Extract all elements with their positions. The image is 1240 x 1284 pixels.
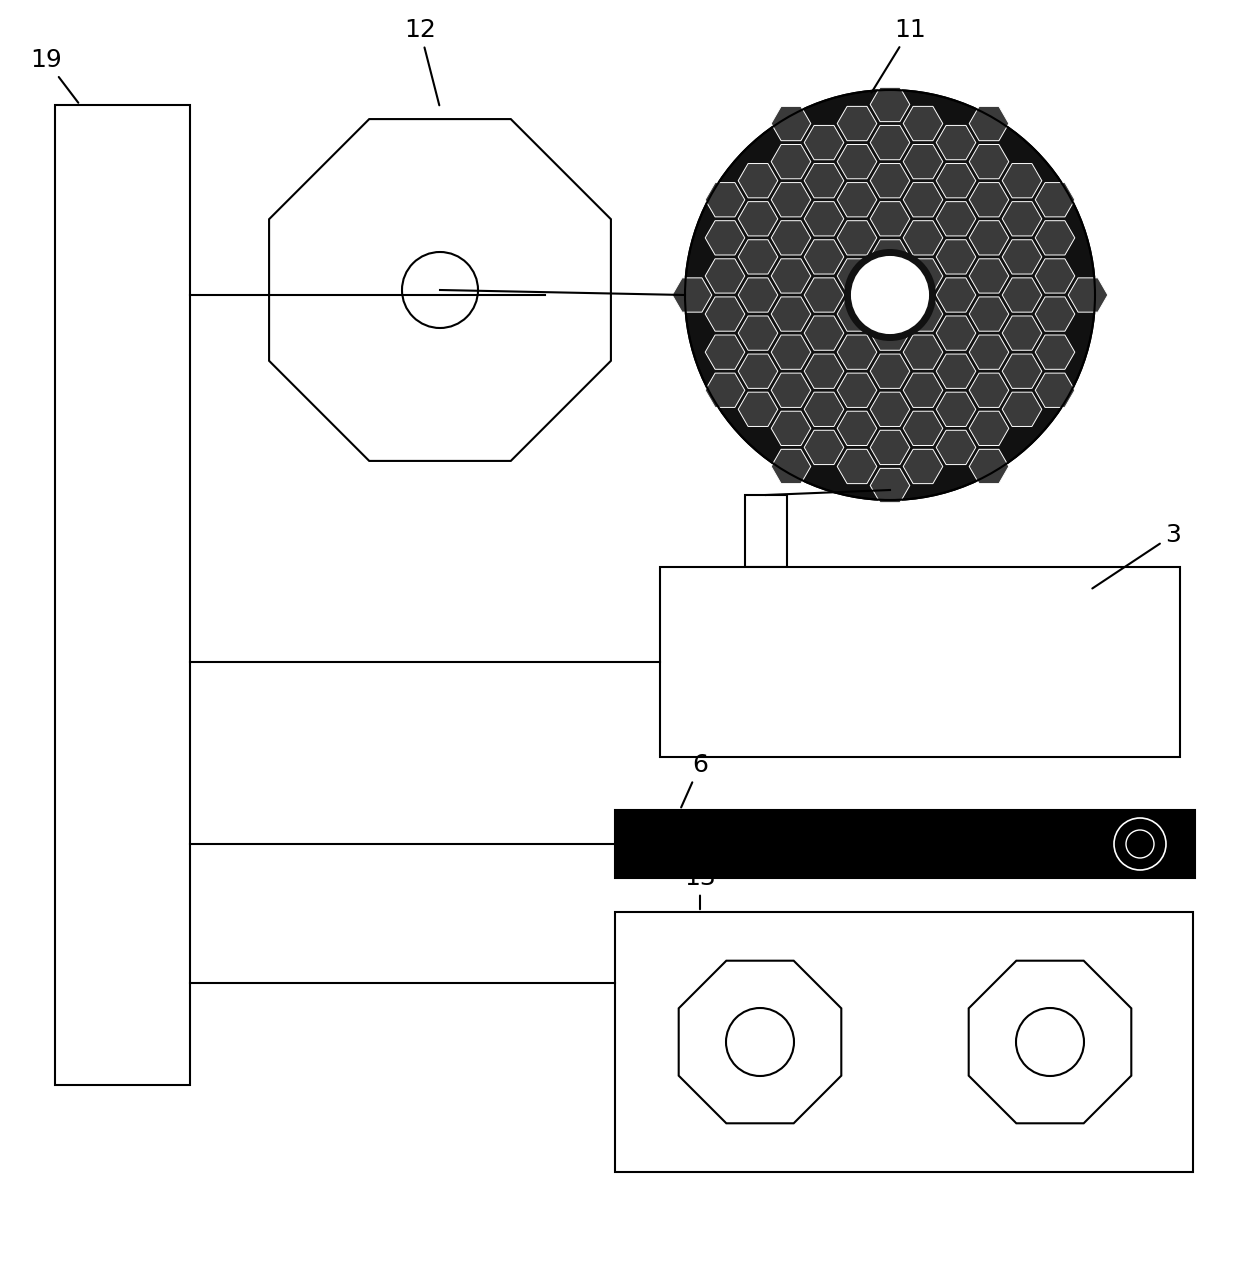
Text: 11: 11 xyxy=(872,18,926,92)
Circle shape xyxy=(844,249,936,342)
Circle shape xyxy=(852,257,928,333)
Circle shape xyxy=(684,90,1095,499)
Polygon shape xyxy=(678,960,841,1124)
Circle shape xyxy=(402,252,477,327)
Text: 12: 12 xyxy=(404,18,439,105)
Text: 19: 19 xyxy=(30,48,78,103)
Polygon shape xyxy=(968,960,1131,1124)
Polygon shape xyxy=(269,119,611,461)
Circle shape xyxy=(725,1008,794,1076)
Circle shape xyxy=(1016,1008,1084,1076)
Text: 13: 13 xyxy=(684,865,715,909)
Text: 6: 6 xyxy=(681,752,708,808)
Text: 3: 3 xyxy=(1092,523,1180,588)
Bar xyxy=(660,568,1180,758)
Bar xyxy=(615,912,1193,1172)
Bar xyxy=(745,496,787,568)
Bar xyxy=(55,105,190,1085)
Bar xyxy=(615,810,1195,878)
